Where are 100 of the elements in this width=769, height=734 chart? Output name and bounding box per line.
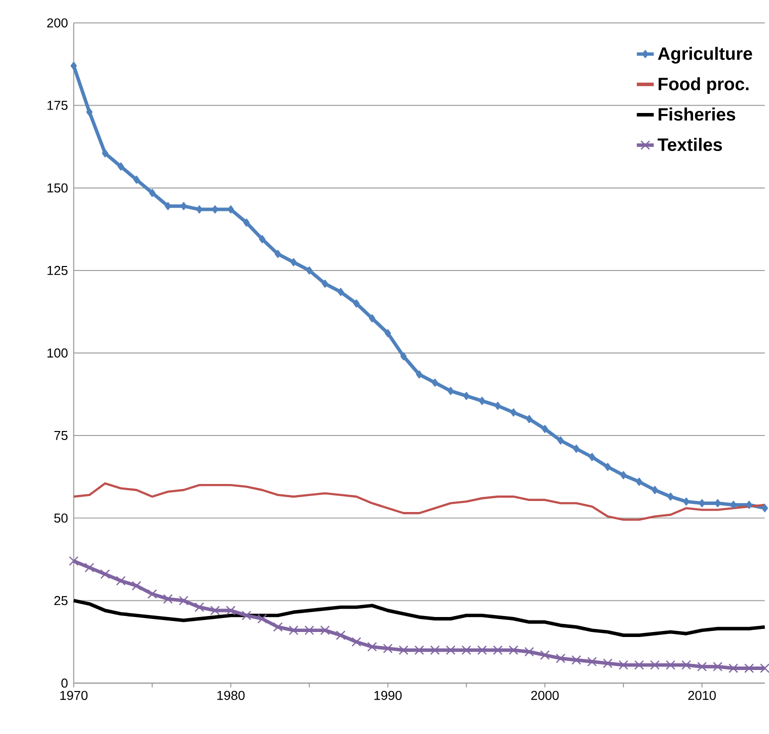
point	[712, 662, 722, 672]
point	[652, 486, 658, 494]
point	[322, 280, 328, 288]
point	[304, 626, 314, 636]
point	[100, 569, 110, 580]
point	[446, 645, 456, 655]
point	[478, 396, 486, 405]
point	[163, 594, 173, 604]
point	[164, 202, 172, 210]
point	[494, 402, 501, 410]
x-tick-label: 1980	[217, 690, 245, 700]
point	[588, 452, 596, 462]
point	[602, 658, 613, 668]
y-tick-label: 100	[48, 348, 68, 358]
point	[666, 660, 676, 670]
point	[194, 602, 204, 612]
point	[728, 664, 738, 674]
point	[746, 500, 752, 509]
point	[352, 637, 362, 647]
point	[398, 645, 408, 655]
point	[353, 299, 360, 308]
point	[524, 647, 534, 657]
point	[242, 610, 252, 620]
point	[70, 62, 77, 70]
point	[320, 626, 330, 636]
y-tick-label: 25	[54, 596, 68, 606]
point	[432, 378, 438, 387]
point	[587, 656, 597, 667]
legend-label: Fisheries	[658, 108, 736, 121]
point	[306, 266, 312, 275]
point	[367, 642, 377, 652]
point	[414, 645, 424, 655]
point	[86, 108, 93, 116]
y-tick-label: 200	[47, 18, 68, 28]
point	[760, 664, 769, 674]
y-tick-label: 75	[54, 431, 68, 440]
point	[556, 654, 566, 664]
x-tick-label: 1970	[60, 690, 88, 700]
point	[618, 660, 628, 670]
legend-label: Food proc.	[658, 77, 748, 94]
point	[697, 662, 707, 672]
point	[68, 556, 78, 566]
point	[508, 645, 518, 655]
point	[526, 415, 532, 424]
point	[463, 392, 470, 400]
y-tick-label: 150	[48, 183, 68, 193]
point	[274, 250, 282, 258]
x-tick-label: 1990	[374, 690, 402, 700]
point	[762, 504, 768, 512]
x-tick-label: 2000	[531, 690, 559, 700]
point	[383, 644, 393, 654]
point	[84, 562, 94, 572]
point	[149, 188, 156, 198]
point	[683, 498, 690, 506]
point	[368, 314, 376, 322]
point	[384, 329, 392, 338]
point	[147, 589, 158, 599]
point	[178, 596, 188, 606]
point	[102, 149, 108, 158]
point	[634, 660, 644, 670]
point	[572, 655, 582, 665]
point	[477, 645, 487, 655]
point	[416, 370, 422, 379]
point	[557, 436, 564, 445]
point	[226, 606, 236, 616]
point	[681, 660, 692, 670]
point	[133, 176, 140, 184]
point	[400, 352, 407, 360]
point	[492, 645, 503, 655]
point	[430, 645, 440, 655]
point	[542, 424, 548, 434]
y-tick-label: 0	[61, 678, 68, 688]
x-tick-label: 2010	[688, 690, 716, 700]
point	[116, 576, 126, 586]
y-tick-label: 175	[48, 100, 68, 110]
y-tick-label: 50	[54, 514, 68, 523]
point	[604, 462, 611, 472]
point	[288, 626, 298, 636]
point	[338, 288, 344, 296]
point	[273, 622, 283, 632]
point	[620, 471, 627, 480]
point	[118, 162, 124, 171]
point	[228, 205, 234, 214]
legend-label: Agriculture	[658, 46, 752, 64]
point	[290, 258, 297, 266]
point	[510, 408, 517, 417]
point	[210, 606, 220, 616]
legend-label: Textiles	[658, 138, 722, 152]
point	[243, 218, 250, 227]
point	[573, 444, 580, 453]
point	[744, 664, 754, 674]
point	[650, 660, 660, 670]
point	[636, 478, 642, 486]
point	[447, 386, 454, 396]
point	[462, 645, 472, 655]
point	[540, 650, 550, 660]
point	[336, 630, 346, 640]
point	[730, 500, 737, 509]
y-tick-label: 125	[48, 266, 68, 276]
point	[667, 492, 674, 501]
